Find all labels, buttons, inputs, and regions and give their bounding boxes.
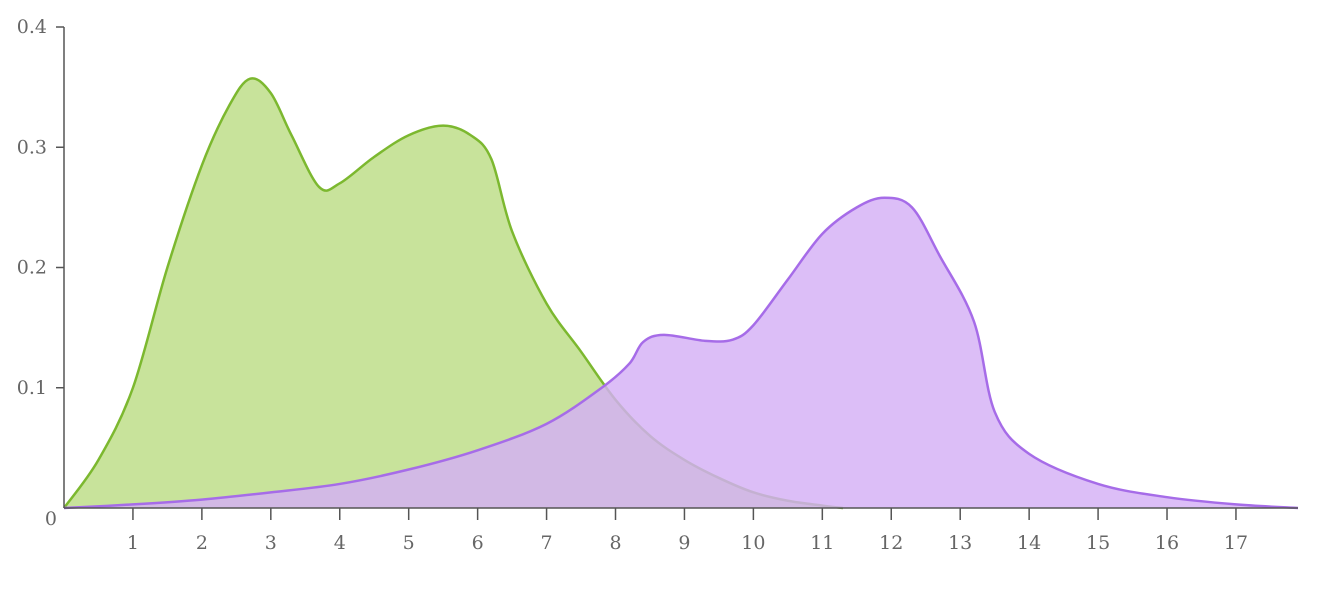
x-tick-label: 15 xyxy=(1086,532,1110,554)
origin-label: 0 xyxy=(45,508,57,530)
y-tick-label: 0.3 xyxy=(17,136,47,158)
y-tick-label: 0.4 xyxy=(17,16,47,38)
x-tick-label: 10 xyxy=(741,532,765,554)
x-tick-label: 6 xyxy=(472,532,484,554)
y-ticks: 0.1 0.2 0.3 0.4 xyxy=(17,16,64,399)
x-ticks: 1 2 3 4 5 6 7 8 9 10 11 12 13 14 15 16 17 xyxy=(127,508,1248,554)
x-tick-label: 4 xyxy=(334,532,346,554)
y-tick-label: 0.1 xyxy=(17,377,47,399)
x-tick-label: 11 xyxy=(810,532,834,554)
x-tick-label: 9 xyxy=(678,532,690,554)
series-2-area xyxy=(64,197,1298,508)
x-tick-label: 2 xyxy=(196,532,208,554)
x-tick-label: 8 xyxy=(609,532,621,554)
x-tick-label: 3 xyxy=(265,532,277,554)
x-tick-label: 13 xyxy=(948,532,972,554)
series-2-line xyxy=(63,196,1299,510)
x-tick-label: 7 xyxy=(541,532,553,554)
density-areas xyxy=(62,77,1299,510)
y-tick-label: 0.2 xyxy=(17,257,47,279)
series-1-area xyxy=(64,78,844,508)
x-tick-label: 5 xyxy=(403,532,415,554)
x-tick-label: 14 xyxy=(1017,532,1041,554)
x-tick-label: 17 xyxy=(1224,532,1248,554)
x-tick-label: 16 xyxy=(1155,532,1179,554)
x-tick-label: 1 xyxy=(127,532,139,554)
x-tick-label: 12 xyxy=(879,532,903,554)
